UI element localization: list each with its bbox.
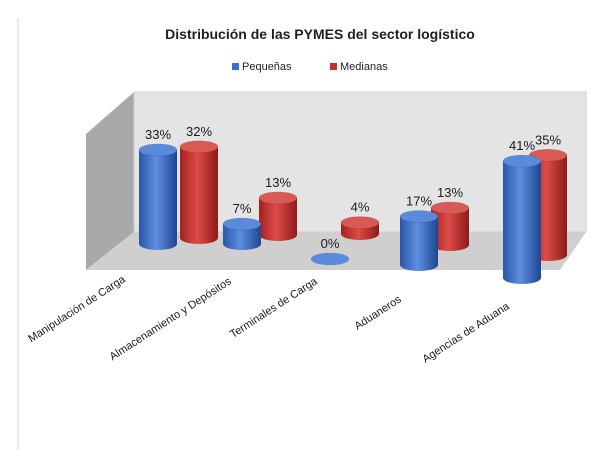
category-label-1: Almacenamiento y Depósitos bbox=[108, 275, 234, 363]
bar-pequenas-4 bbox=[502, 154, 542, 284]
data-label-medianas-4: 35% bbox=[535, 132, 561, 147]
legend-swatch-medianas bbox=[330, 63, 337, 70]
category-label-3: Aduaneros bbox=[352, 293, 404, 332]
data-label-pequenas-1: 7% bbox=[233, 201, 252, 216]
data-label-medianas-3: 13% bbox=[437, 185, 463, 200]
data-label-pequenas-2: 0% bbox=[321, 236, 340, 251]
data-label-pequenas-3: 17% bbox=[406, 194, 432, 209]
bar-medianas-3 bbox=[430, 201, 470, 251]
bar-pequenas-1 bbox=[222, 217, 262, 250]
bar-medianas-0 bbox=[179, 140, 219, 244]
chart-title: Distribución de las PYMES del sector log… bbox=[165, 26, 475, 42]
side-wall bbox=[86, 92, 134, 270]
data-label-pequenas-0: 33% bbox=[145, 127, 171, 142]
category-label-4: Agencias de Aduana bbox=[420, 300, 512, 366]
bar-medianas-2 bbox=[340, 216, 380, 240]
bar-pequenas-3 bbox=[399, 210, 439, 271]
legend-label-pequenas: Pequeñas bbox=[242, 61, 292, 73]
bars-group: 32% 13% 4% 13% 35% 33% 7% 0% 17% 41% bbox=[138, 124, 568, 284]
data-label-medianas-1: 13% bbox=[265, 175, 291, 190]
legend: Pequeñas Medianas bbox=[232, 61, 388, 73]
category-label-0: Manipulación de Carga bbox=[26, 273, 128, 345]
data-label-pequenas-4: 41% bbox=[509, 138, 535, 153]
data-label-medianas-0: 32% bbox=[186, 124, 212, 139]
legend-swatch-pequenas bbox=[232, 63, 239, 70]
bar-medianas-1 bbox=[258, 191, 298, 241]
bar-pequenas-2 bbox=[310, 252, 350, 266]
data-label-medianas-2: 4% bbox=[351, 200, 370, 215]
legend-label-medianas: Medianas bbox=[340, 61, 388, 73]
bar-pequenas-0 bbox=[138, 143, 178, 250]
category-label-2: Terminales de Carga bbox=[228, 275, 320, 341]
